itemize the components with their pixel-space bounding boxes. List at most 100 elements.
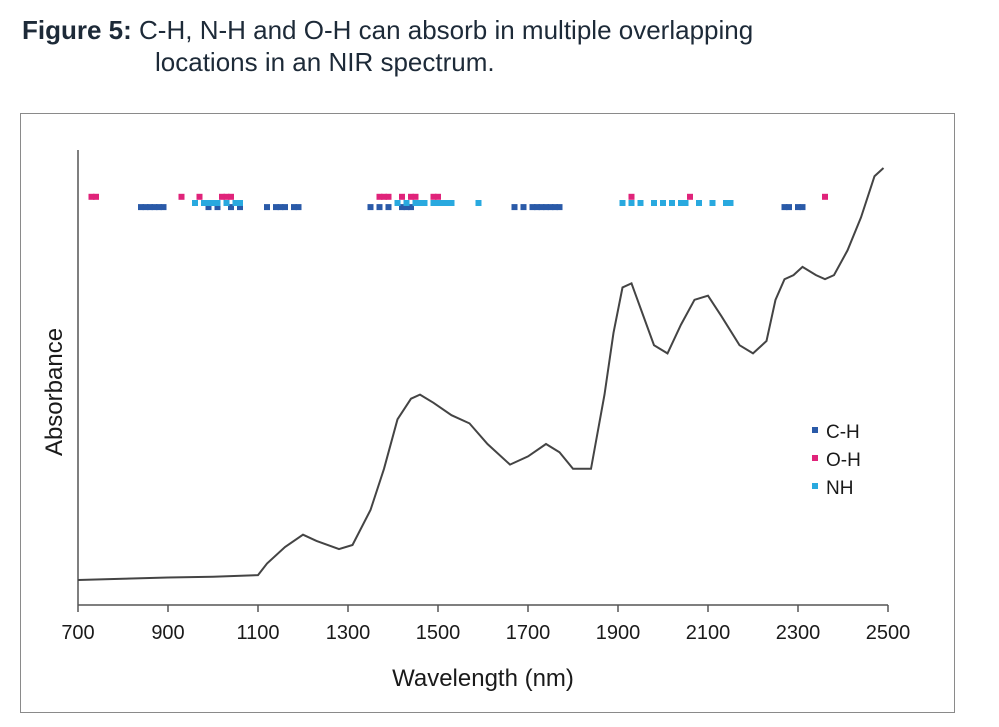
band-marker-c-h bbox=[142, 204, 149, 211]
band-marker-c-h bbox=[538, 204, 545, 211]
x-tick-label: 2100 bbox=[686, 622, 731, 644]
band-marker-c-h bbox=[547, 204, 554, 211]
band-marker-nh bbox=[709, 200, 716, 206]
x-tick-labels: 700 900 1100 1300 1500 1700 1900 2100 2300 2500 bbox=[61, 622, 910, 644]
band-marker-o-h bbox=[93, 193, 99, 200]
band-marker-c-h bbox=[795, 204, 801, 211]
band-marker-nh bbox=[439, 200, 446, 206]
band-marker-o-h bbox=[628, 193, 635, 200]
axes bbox=[77, 150, 888, 606]
caption-line-2: locations in an NIR spectrum. bbox=[155, 47, 495, 77]
band-marker-nh bbox=[430, 200, 437, 206]
x-tick-label: 1900 bbox=[596, 622, 641, 644]
x-ticks bbox=[77, 605, 889, 612]
legend-swatch-nh bbox=[812, 483, 818, 489]
caption-line-1: Figure 5: C-H, N-H and O-H can absorb in… bbox=[22, 14, 753, 46]
band-marker-c-h bbox=[376, 204, 383, 211]
band-marker-c-h bbox=[399, 204, 405, 211]
band-marker-c-h bbox=[367, 204, 374, 211]
band-marker-c-h bbox=[214, 204, 221, 211]
band-marker-c-h bbox=[291, 204, 297, 211]
band-marker-nh bbox=[403, 200, 410, 206]
band-marker-nh bbox=[723, 200, 729, 206]
band-marker-nh bbox=[628, 200, 635, 206]
legend: C-H O-H NH bbox=[812, 422, 861, 499]
band-marker-o-h bbox=[822, 193, 828, 200]
x-tick-label: 2500 bbox=[866, 622, 911, 644]
band-marker-c-h bbox=[160, 204, 167, 211]
band-marker-o-h bbox=[399, 193, 405, 200]
x-tick-label: 2300 bbox=[776, 622, 821, 644]
band-markers bbox=[88, 193, 828, 211]
band-marker-nh bbox=[421, 200, 428, 206]
band-marker-nh bbox=[475, 200, 482, 206]
band-marker-c-h bbox=[277, 204, 284, 211]
x-tick-label: 700 bbox=[61, 622, 94, 644]
band-marker-o-h bbox=[435, 193, 441, 200]
band-marker-o-h bbox=[228, 193, 234, 200]
band-marker-nh bbox=[696, 200, 702, 206]
band-marker-c-h bbox=[403, 204, 410, 211]
band-marker-o-h bbox=[408, 193, 414, 200]
legend-label-c-h: C-H bbox=[826, 422, 860, 443]
band-marker-o-h bbox=[412, 193, 419, 200]
caption-label: Figure 5: bbox=[22, 15, 132, 45]
band-marker-nh bbox=[619, 200, 626, 206]
band-marker-nh bbox=[232, 200, 239, 206]
band-marker-o-h bbox=[88, 193, 95, 200]
band-marker-o-h bbox=[178, 193, 185, 200]
band-marker-nh bbox=[660, 200, 666, 206]
band-marker-c-h bbox=[273, 204, 279, 211]
x-tick-label: 900 bbox=[151, 622, 184, 644]
band-marker-c-h bbox=[205, 204, 212, 211]
band-marker-nh bbox=[237, 200, 243, 206]
band-marker-nh bbox=[417, 200, 423, 206]
x-tick-label: 1700 bbox=[506, 622, 551, 644]
band-marker-nh bbox=[201, 200, 207, 206]
band-marker-c-h bbox=[799, 204, 806, 211]
band-marker-o-h bbox=[219, 193, 225, 200]
band-marker-c-h bbox=[543, 204, 549, 211]
band-marker-nh bbox=[192, 200, 198, 206]
band-marker-o-h bbox=[376, 193, 383, 200]
band-marker-nh bbox=[214, 200, 221, 206]
band-marker-c-h bbox=[282, 204, 288, 211]
legend-label-o-h: O-H bbox=[826, 450, 861, 471]
band-marker-nh bbox=[651, 200, 657, 206]
band-marker-c-h bbox=[781, 204, 788, 211]
band-marker-nh bbox=[205, 200, 212, 206]
band-marker-c-h bbox=[138, 204, 144, 211]
band-marker-nh bbox=[448, 200, 455, 206]
band-marker-c-h bbox=[552, 204, 558, 211]
band-marker-nh bbox=[669, 200, 675, 206]
legend-swatch-o-h bbox=[812, 455, 818, 461]
band-marker-o-h bbox=[196, 193, 203, 200]
band-marker-c-h bbox=[408, 204, 414, 211]
x-tick-label: 1100 bbox=[236, 622, 279, 644]
band-marker-o-h bbox=[223, 193, 230, 200]
band-marker-nh bbox=[727, 200, 734, 206]
chart-frame bbox=[20, 113, 955, 713]
band-marker-c-h bbox=[534, 204, 540, 211]
band-marker-c-h bbox=[156, 204, 162, 211]
band-marker-c-h bbox=[264, 204, 270, 211]
y-axis-title: Absorbance bbox=[41, 328, 68, 456]
band-marker-nh bbox=[637, 200, 644, 206]
band-marker-c-h bbox=[385, 204, 392, 211]
band-marker-c-h bbox=[151, 204, 158, 211]
band-marker-c-h bbox=[295, 204, 302, 211]
spectrum-line bbox=[77, 167, 885, 581]
band-marker-nh bbox=[394, 200, 401, 206]
band-marker-c-h bbox=[228, 204, 234, 211]
caption-text-1: C-H, N-H and O-H can absorb in multiple … bbox=[139, 15, 754, 45]
band-marker-c-h bbox=[520, 204, 527, 211]
band-marker-o-h bbox=[381, 193, 387, 200]
band-marker-o-h bbox=[430, 193, 437, 200]
legend-swatch-c-h bbox=[812, 427, 818, 433]
band-marker-c-h bbox=[147, 204, 153, 211]
band-marker-nh bbox=[223, 200, 230, 206]
band-marker-nh bbox=[444, 200, 450, 206]
band-marker-c-h bbox=[556, 204, 563, 211]
band-marker-nh bbox=[678, 200, 684, 206]
